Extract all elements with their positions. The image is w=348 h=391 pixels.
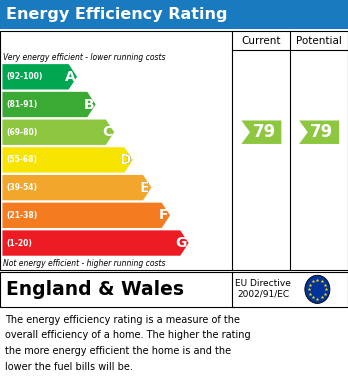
Polygon shape xyxy=(2,64,77,90)
Text: G: G xyxy=(175,236,187,250)
Circle shape xyxy=(305,275,330,303)
Polygon shape xyxy=(2,92,96,117)
Text: Energy Efficiency Rating: Energy Efficiency Rating xyxy=(6,7,228,22)
Text: (69-80): (69-80) xyxy=(7,128,38,137)
Bar xyxy=(0,31,348,270)
Text: B: B xyxy=(83,97,94,111)
Text: (55-68): (55-68) xyxy=(7,155,38,165)
Text: the more energy efficient the home is and the: the more energy efficient the home is an… xyxy=(5,346,231,356)
Text: D: D xyxy=(120,153,131,167)
Text: Current: Current xyxy=(242,36,281,46)
Bar xyxy=(0,0,348,29)
Text: F: F xyxy=(159,208,168,222)
Polygon shape xyxy=(2,230,189,256)
Polygon shape xyxy=(242,120,281,144)
Text: The energy efficiency rating is a measure of the: The energy efficiency rating is a measur… xyxy=(5,315,240,325)
Text: EU Directive: EU Directive xyxy=(235,279,291,289)
Text: (21-38): (21-38) xyxy=(7,211,38,220)
Text: (92-100): (92-100) xyxy=(7,72,43,81)
Text: Very energy efficient - lower running costs: Very energy efficient - lower running co… xyxy=(3,52,166,62)
Text: 79: 79 xyxy=(253,123,276,141)
Text: 79: 79 xyxy=(310,123,333,141)
Polygon shape xyxy=(2,147,133,172)
Polygon shape xyxy=(2,175,151,200)
Text: Potential: Potential xyxy=(296,36,342,46)
Text: D: D xyxy=(120,153,131,167)
Text: (1-20): (1-20) xyxy=(7,239,32,248)
Polygon shape xyxy=(2,120,114,145)
Text: (81-91): (81-91) xyxy=(7,100,38,109)
Bar xyxy=(0,272,348,307)
Text: E: E xyxy=(140,181,150,195)
Text: England & Wales: England & Wales xyxy=(6,280,184,299)
Text: Not energy efficient - higher running costs: Not energy efficient - higher running co… xyxy=(3,259,166,268)
Text: A: A xyxy=(64,70,75,84)
Polygon shape xyxy=(299,120,339,144)
Text: 2002/91/EC: 2002/91/EC xyxy=(237,289,289,299)
Text: overall efficiency of a home. The higher the rating: overall efficiency of a home. The higher… xyxy=(5,330,251,341)
Text: lower the fuel bills will be.: lower the fuel bills will be. xyxy=(5,362,133,372)
Text: C: C xyxy=(102,125,112,139)
Polygon shape xyxy=(2,203,170,228)
Text: E: E xyxy=(140,181,150,195)
Text: (39-54): (39-54) xyxy=(7,183,38,192)
